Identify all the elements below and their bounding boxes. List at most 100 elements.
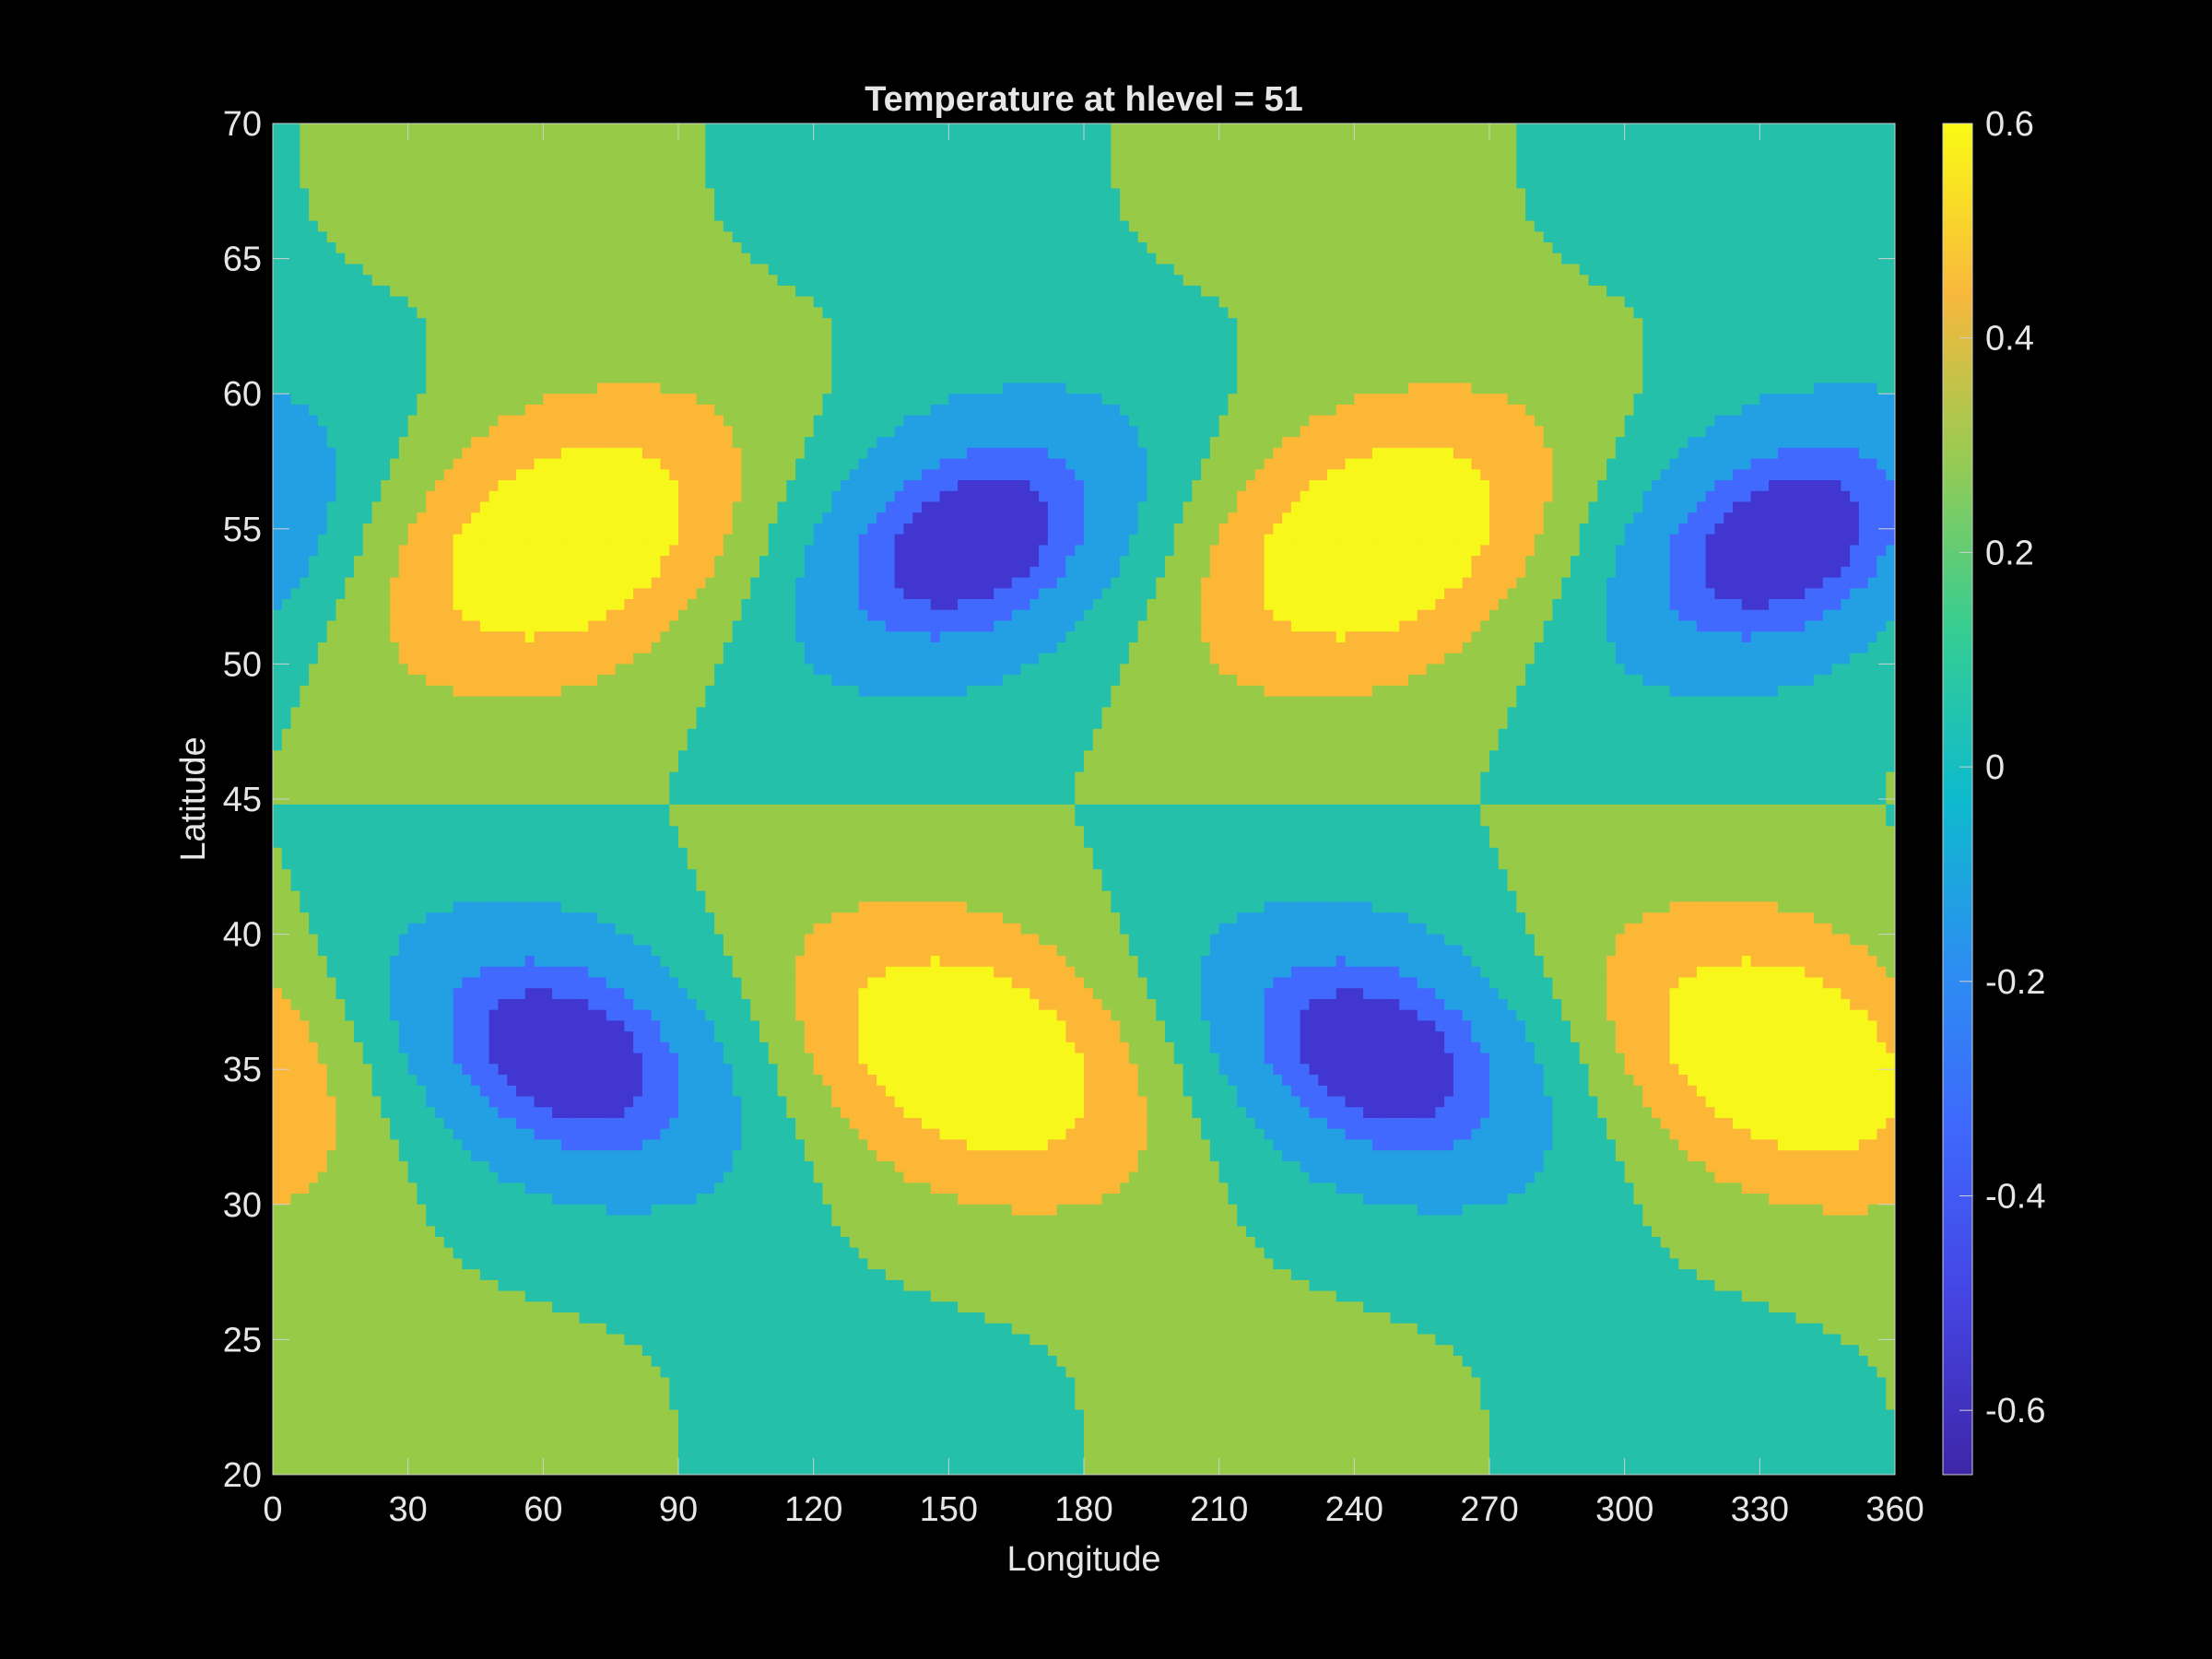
contour-cell bbox=[1354, 199, 1364, 211]
contour-cell bbox=[804, 285, 815, 298]
contour-cell bbox=[281, 220, 292, 232]
contour-cell bbox=[768, 209, 779, 222]
contour-cell bbox=[1525, 328, 1535, 341]
contour-cell bbox=[1065, 253, 1076, 265]
contour-cell bbox=[1039, 145, 1049, 157]
contour-cell bbox=[326, 166, 337, 179]
contour-cell bbox=[669, 404, 679, 417]
contour-cell bbox=[1805, 156, 1815, 168]
contour-cell bbox=[1471, 350, 1481, 362]
contour-cell bbox=[1525, 209, 1535, 222]
contour-cell bbox=[560, 394, 571, 406]
contour-cell bbox=[1300, 188, 1311, 200]
contour-cell bbox=[1371, 209, 1382, 222]
contour-cell bbox=[1579, 242, 1590, 254]
contour-cell bbox=[1534, 166, 1545, 179]
contour-cell bbox=[1795, 404, 1806, 417]
contour-cell bbox=[1165, 394, 1175, 406]
contour-cell bbox=[786, 371, 796, 384]
contour-cell bbox=[1246, 134, 1256, 147]
contour-cell bbox=[822, 166, 832, 179]
contour-cell bbox=[1453, 361, 1464, 373]
contour-cell bbox=[300, 328, 310, 341]
contour-cell bbox=[1525, 253, 1535, 265]
contour-cell bbox=[1165, 296, 1175, 308]
contour-cell bbox=[1714, 209, 1724, 222]
contour-cell bbox=[1435, 242, 1445, 254]
contour-cell bbox=[390, 328, 400, 341]
contour-cell bbox=[516, 177, 526, 189]
contour-cell bbox=[1363, 242, 1373, 254]
contour-cell bbox=[1156, 145, 1166, 157]
contour-cell bbox=[1011, 394, 1022, 406]
contour-cell bbox=[1056, 361, 1067, 373]
contour-cell bbox=[922, 307, 932, 319]
contour-cell bbox=[687, 199, 698, 211]
contour-cell bbox=[877, 177, 887, 189]
contour-cell bbox=[1218, 328, 1230, 341]
contour-cell bbox=[1318, 275, 1328, 287]
contour-cell bbox=[813, 275, 824, 287]
contour-cell bbox=[867, 285, 877, 298]
contour-cell bbox=[813, 231, 824, 243]
contour-cell bbox=[1660, 394, 1671, 406]
contour-cell bbox=[1381, 415, 1392, 427]
contour-cell bbox=[1011, 328, 1022, 341]
contour-cell bbox=[1867, 156, 1878, 168]
contour-cell bbox=[1327, 318, 1337, 330]
contour-cell bbox=[903, 415, 913, 427]
contour-cell bbox=[669, 371, 679, 384]
contour-cell bbox=[948, 242, 959, 254]
contour-cell bbox=[1075, 264, 1085, 276]
contour-cell bbox=[768, 264, 779, 276]
contour-cell bbox=[335, 382, 346, 394]
contour-cell bbox=[1020, 199, 1030, 211]
contour-cell bbox=[1173, 382, 1184, 394]
contour-cell bbox=[488, 394, 500, 406]
contour-cell bbox=[894, 307, 905, 319]
contour-cell bbox=[615, 307, 625, 319]
contour-cell bbox=[1201, 361, 1211, 373]
contour-cell bbox=[588, 145, 598, 157]
contour-cell bbox=[534, 318, 544, 330]
contour-cell bbox=[759, 188, 770, 200]
contour-cell bbox=[1147, 134, 1157, 147]
contour-cell bbox=[1426, 371, 1436, 384]
contour-cell bbox=[984, 371, 994, 384]
contour-cell bbox=[813, 134, 824, 147]
contour-cell bbox=[1877, 134, 1887, 147]
contour-cell bbox=[885, 275, 896, 287]
contour-cell bbox=[606, 404, 617, 417]
contour-cell bbox=[1011, 124, 1022, 135]
contour-cell bbox=[768, 199, 779, 211]
contour-cell bbox=[669, 382, 679, 394]
contour-cell bbox=[624, 209, 634, 222]
contour-cell bbox=[1750, 394, 1760, 406]
contour-cell bbox=[1498, 166, 1509, 179]
contour-cell bbox=[1543, 177, 1554, 189]
contour-cell bbox=[1056, 242, 1067, 254]
contour-cell bbox=[922, 242, 932, 254]
contour-cell bbox=[1588, 242, 1598, 254]
contour-cell bbox=[606, 328, 617, 341]
contour-cell bbox=[1282, 415, 1292, 427]
contour-cell bbox=[1588, 220, 1598, 232]
contour-cell bbox=[1507, 318, 1517, 330]
contour-cell bbox=[1128, 242, 1139, 254]
contour-cell bbox=[1056, 307, 1067, 319]
contour-cell bbox=[849, 415, 860, 427]
contour-cell bbox=[1246, 350, 1256, 362]
contour-cell bbox=[804, 220, 815, 232]
contour-cell bbox=[624, 275, 634, 287]
contour-cell bbox=[516, 199, 526, 211]
contour-cell bbox=[1273, 209, 1283, 222]
contour-cell bbox=[669, 264, 679, 276]
contour-cell bbox=[290, 166, 300, 179]
contour-cell bbox=[398, 307, 409, 319]
contour-cell bbox=[498, 371, 508, 384]
contour-cell bbox=[1047, 318, 1058, 330]
contour-cell bbox=[777, 328, 787, 341]
contour-cell bbox=[1039, 307, 1049, 319]
contour-cell bbox=[615, 220, 625, 232]
contour-cell bbox=[831, 145, 841, 157]
